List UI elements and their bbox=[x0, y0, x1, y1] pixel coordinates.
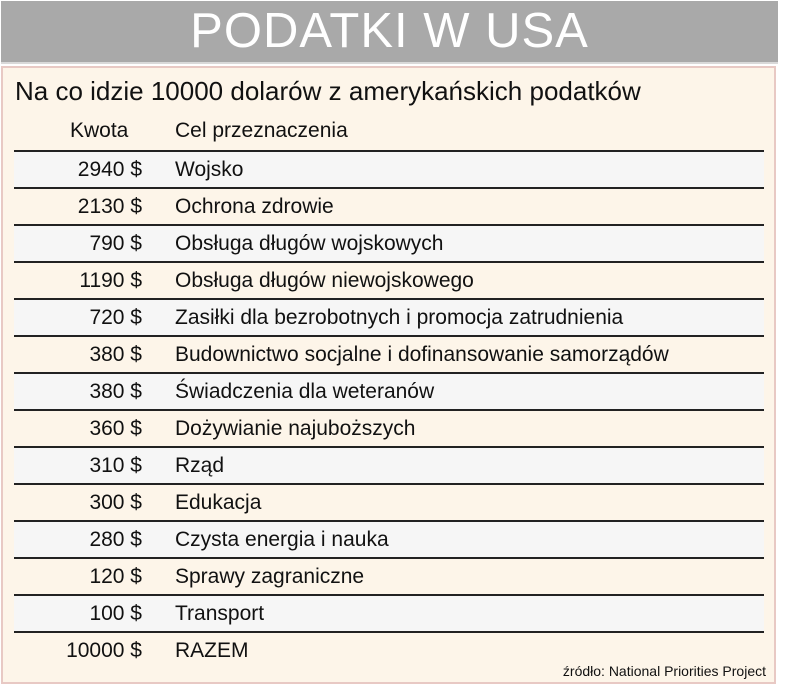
row-purpose: Budownictwo socjalne i dofinansowanie sa… bbox=[175, 343, 669, 366]
table-row: 720 $ Zasiłki dla bezrobotnych i promocj… bbox=[14, 298, 764, 335]
row-amount: 300 $ bbox=[89, 491, 142, 514]
subtitle: Na co idzie 10000 dolarów z amerykańskic… bbox=[15, 76, 641, 106]
row-purpose: Wojsko bbox=[175, 158, 244, 181]
row-purpose: Obsługa długów wojskowych bbox=[175, 232, 444, 255]
row-purpose: Świadczenia dla weteranów bbox=[175, 380, 435, 403]
table-row: 1190 $ Obsługa długów niewojskowego bbox=[14, 261, 764, 298]
column-header-amount: Kwota bbox=[70, 119, 129, 142]
table-row: 100 $ Transport bbox=[14, 594, 764, 631]
row-amount: 2130 $ bbox=[77, 195, 142, 218]
row-amount: 360 $ bbox=[89, 417, 142, 440]
table-row: 280 $ Czysta energia i nauka bbox=[14, 520, 764, 557]
row-amount: 1190 $ bbox=[79, 269, 142, 292]
row-purpose: Edukacja bbox=[175, 491, 262, 514]
row-purpose: Ochrona zdrowie bbox=[175, 195, 334, 218]
source-note: źródło: National Priorities Project bbox=[562, 663, 766, 679]
table-row: 2130 $ Ochrona zdrowie bbox=[14, 187, 764, 224]
table-row: 360 $ Dożywianie najuboższych bbox=[14, 409, 764, 446]
row-purpose: Transport bbox=[175, 602, 265, 625]
row-purpose: Dożywianie najuboższych bbox=[175, 417, 416, 440]
table-row-total: 10000 $ RAZEM bbox=[14, 631, 764, 668]
table-row: 380 $ Świadczenia dla weteranów bbox=[14, 372, 764, 409]
table-row: 380 $ Budownictwo socjalne i dofinansowa… bbox=[14, 335, 764, 372]
row-amount: 790 $ bbox=[89, 232, 142, 255]
title-banner: PODATKI W USA bbox=[1, 1, 778, 64]
tax-table: 2940 $ Wojsko 2130 $ Ochrona zdrowie 790… bbox=[14, 150, 764, 668]
row-amount: 280 $ bbox=[89, 528, 142, 551]
total-label: RAZEM bbox=[175, 639, 249, 662]
column-header-purpose: Cel przeznaczenia bbox=[175, 119, 348, 142]
row-amount: 720 $ bbox=[89, 306, 142, 329]
row-purpose: Czysta energia i nauka bbox=[175, 528, 389, 551]
table-row: 120 $ Sprawy zagraniczne bbox=[14, 557, 764, 594]
row-amount: 2940 $ bbox=[77, 158, 142, 181]
row-purpose: Sprawy zagraniczne bbox=[175, 565, 365, 588]
row-amount: 380 $ bbox=[89, 343, 142, 366]
row-amount: 380 $ bbox=[89, 380, 142, 403]
table-row: 790 $ Obsługa długów wojskowych bbox=[14, 224, 764, 261]
row-purpose: Obsługa długów niewojskowego bbox=[175, 269, 474, 292]
row-purpose: Rząd bbox=[175, 454, 225, 477]
page-title: PODATKI W USA bbox=[190, 4, 589, 58]
table-row: 300 $ Edukacja bbox=[14, 483, 764, 520]
row-purpose: Zasiłki dla bezrobotnych i promocja zatr… bbox=[175, 306, 624, 329]
total-amount: 10000 $ bbox=[66, 639, 142, 662]
row-amount: 120 $ bbox=[89, 565, 142, 588]
row-amount: 310 $ bbox=[89, 454, 142, 477]
table-row: 310 $ Rząd bbox=[14, 446, 764, 483]
table-row: 2940 $ Wojsko bbox=[14, 150, 764, 187]
row-amount: 100 $ bbox=[89, 602, 142, 625]
